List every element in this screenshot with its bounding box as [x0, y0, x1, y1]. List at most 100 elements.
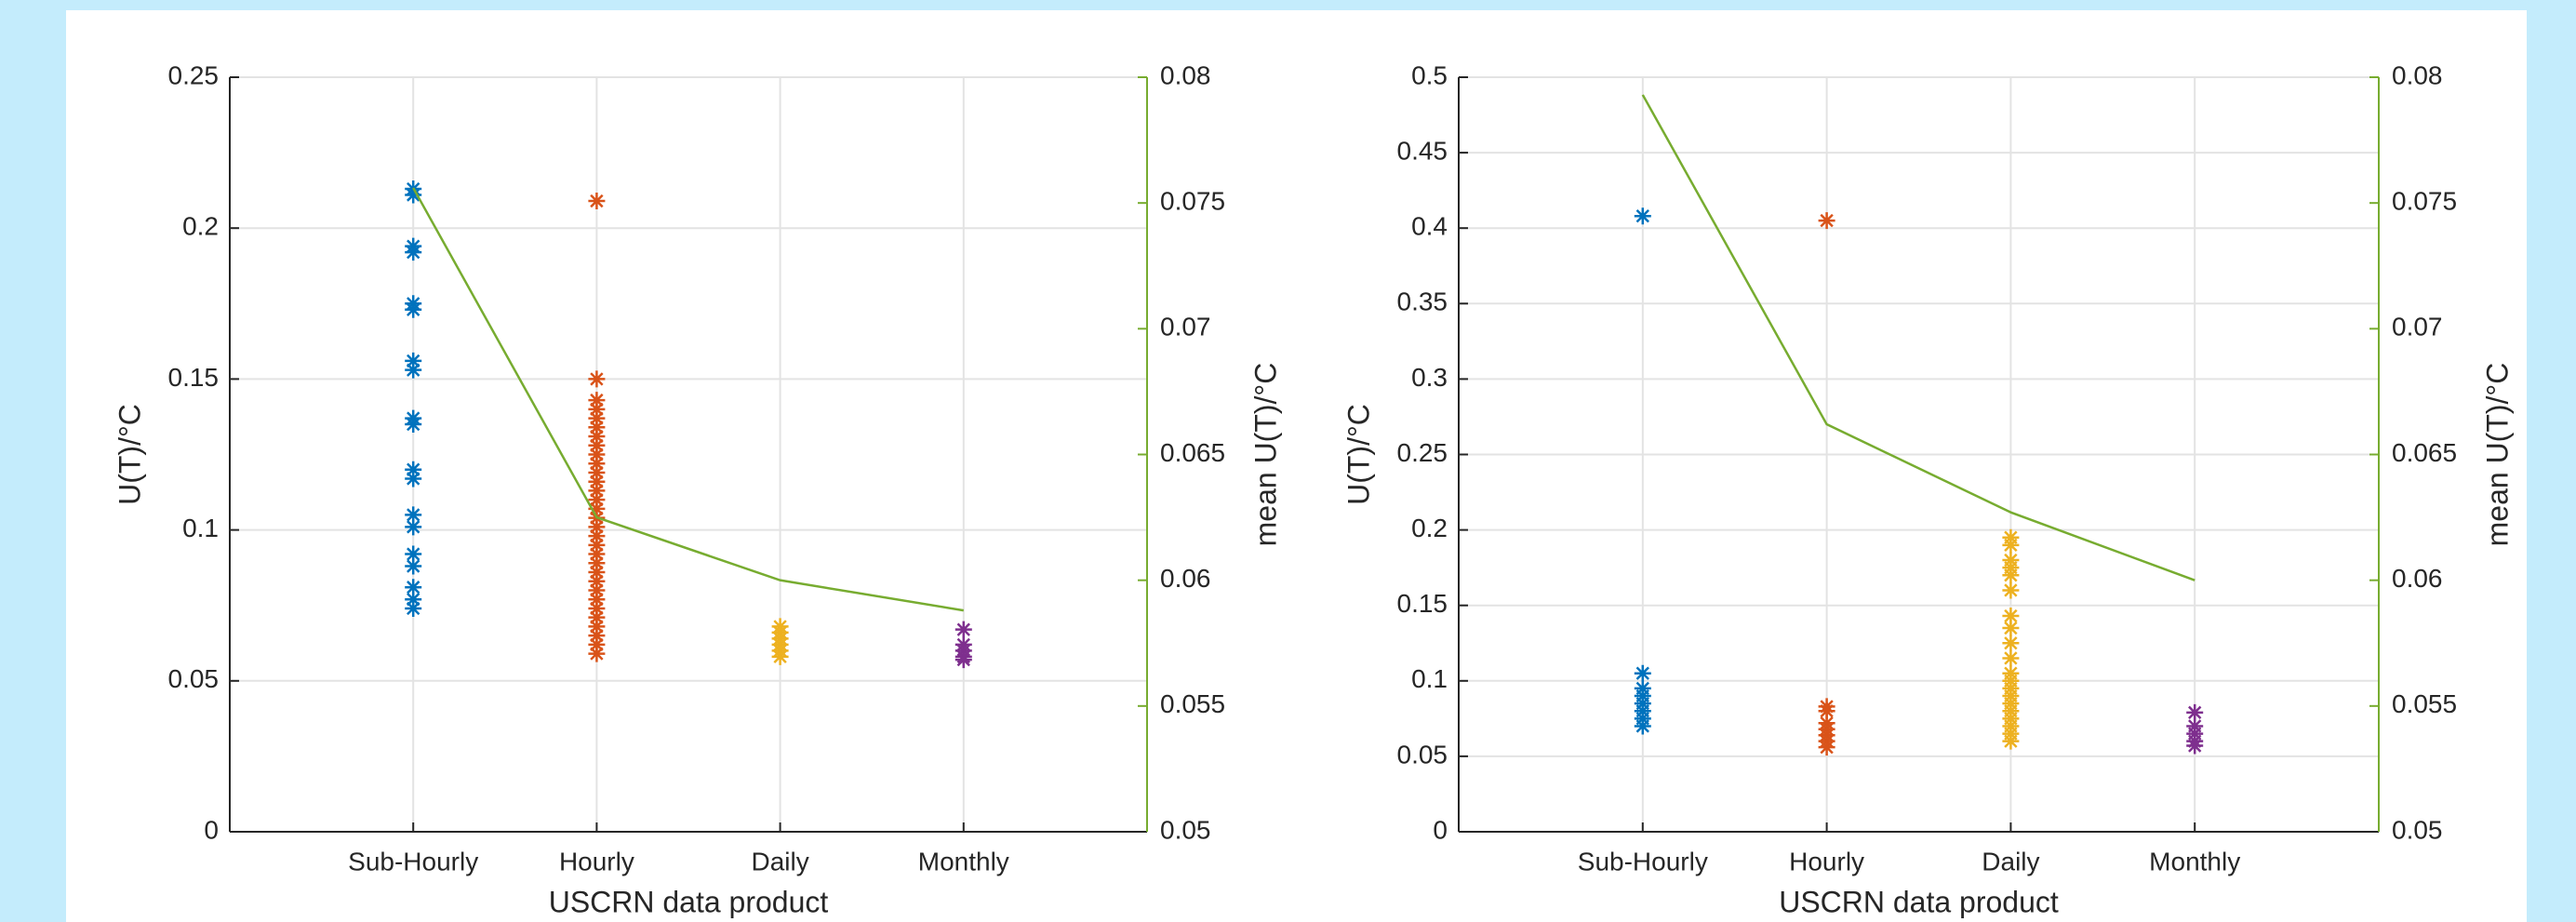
x-tick-label: Daily	[751, 847, 808, 875]
mean-line	[412, 187, 965, 612]
y-tick-label: 0.3	[1411, 363, 1448, 392]
y-tick-label: 0.2	[182, 212, 219, 241]
marker	[405, 244, 422, 261]
marker	[588, 581, 606, 599]
marker	[588, 455, 606, 473]
x-tick-label: Hourly	[1789, 847, 1864, 875]
y-tick-label: 0.5	[1411, 60, 1448, 89]
y2-axis-label: mean U(T)/°C	[2480, 363, 2514, 547]
marker	[588, 436, 606, 454]
marker	[588, 536, 606, 554]
marker	[405, 301, 422, 318]
marker	[405, 518, 422, 536]
y-tick-label: 0.25	[168, 60, 220, 89]
y2-tick-label: 0.055	[1160, 689, 1225, 718]
marker	[405, 361, 422, 379]
marker	[588, 518, 606, 536]
y2-axis-label: mean U(T)/°C	[1248, 363, 1282, 547]
y2-tick-label: 0.05	[1160, 815, 1211, 844]
marker	[2002, 581, 2020, 599]
x-tick-label: Sub-Hourly	[1578, 847, 1708, 875]
y2-tick-label: 0.07	[2392, 313, 2443, 341]
marker	[1634, 717, 1651, 735]
marker	[1818, 212, 1835, 230]
marker	[2002, 567, 2020, 584]
marker	[2002, 732, 2020, 750]
marker	[588, 564, 606, 581]
marker	[588, 555, 606, 572]
x-tick-label: Hourly	[559, 847, 634, 875]
marker	[588, 500, 606, 517]
marker	[2002, 608, 2020, 625]
marker	[588, 428, 606, 446]
x-axis-label: USCRN data product	[549, 885, 829, 918]
marker	[588, 446, 606, 463]
marker	[954, 621, 972, 638]
marker	[588, 635, 606, 653]
marker	[405, 579, 422, 596]
marker	[1634, 664, 1651, 682]
marker	[588, 409, 606, 427]
marker	[588, 528, 606, 545]
y-axis-label: U(T)/°C	[113, 404, 146, 505]
y-tick-label: 0.25	[1397, 438, 1448, 467]
marker	[2002, 536, 2020, 554]
marker	[405, 352, 422, 369]
marker	[588, 545, 606, 563]
y2-tick-label: 0.075	[2392, 187, 2457, 216]
y-tick-label: 0	[1433, 815, 1448, 844]
marker	[405, 591, 422, 608]
y2-tick-label: 0.065	[2392, 438, 2457, 467]
marker	[405, 461, 422, 478]
marker	[1634, 207, 1651, 225]
y-axis-label: U(T)/°C	[1341, 404, 1375, 505]
marker	[405, 557, 422, 575]
x-tick-label: Sub-Hourly	[348, 847, 478, 875]
marker	[1818, 702, 1835, 720]
y2-tick-label: 0.06	[1160, 564, 1211, 593]
y-tick-label: 0.05	[1397, 740, 1448, 768]
marker	[588, 491, 606, 509]
y-tick-label: 0.05	[168, 664, 220, 693]
y2-tick-label: 0.055	[2392, 689, 2457, 718]
marker	[2186, 703, 2204, 721]
marker	[954, 651, 972, 669]
y2-tick-label: 0.08	[2392, 60, 2443, 89]
figure-panel	[66, 10, 2527, 922]
y-tick-label: 0.45	[1397, 136, 1448, 165]
marker	[588, 645, 606, 662]
y-tick-label: 0.15	[168, 363, 220, 392]
x-axis-label: USCRN data product	[1779, 885, 2059, 918]
marker	[405, 470, 422, 488]
marker	[405, 416, 422, 434]
y-tick-label: 0.1	[182, 514, 219, 542]
marker	[588, 473, 606, 490]
y-tick-label: 0.15	[1397, 589, 1448, 618]
marker	[588, 627, 606, 645]
marker	[588, 608, 606, 626]
marker	[588, 482, 606, 500]
mean-line	[1641, 94, 2196, 581]
marker	[588, 193, 606, 210]
marker	[2002, 649, 2020, 667]
y2-tick-label: 0.065	[1160, 438, 1225, 467]
marker	[405, 599, 422, 617]
marker	[405, 506, 422, 524]
marker	[588, 419, 606, 436]
marker	[588, 463, 606, 481]
marker	[588, 370, 606, 388]
y2-tick-label: 0.075	[1160, 187, 1225, 216]
marker	[588, 618, 606, 635]
y2-tick-label: 0.08	[1160, 60, 1211, 89]
y-tick-label: 0.1	[1411, 664, 1448, 693]
marker	[771, 648, 789, 665]
x-tick-label: Daily	[1982, 847, 2039, 875]
y2-tick-label: 0.06	[2392, 564, 2443, 593]
y2-tick-label: 0.07	[1160, 313, 1211, 341]
marker	[1818, 739, 1835, 756]
marker	[588, 400, 606, 418]
y-tick-label: 0	[204, 815, 219, 844]
marker	[2186, 737, 2204, 755]
